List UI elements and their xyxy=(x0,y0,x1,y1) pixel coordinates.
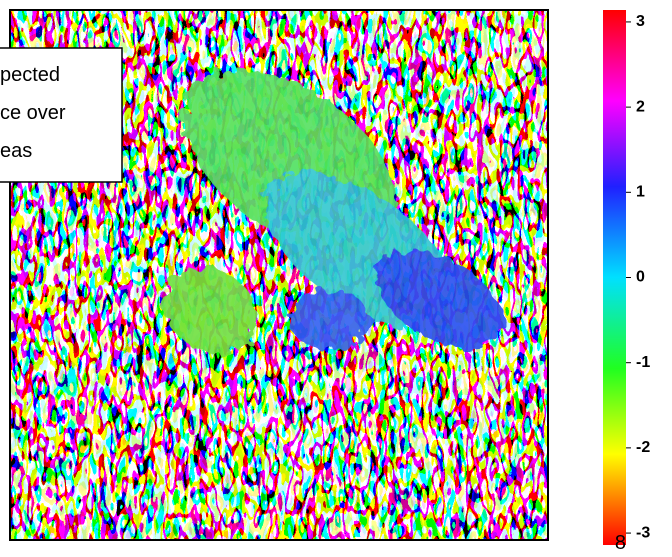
colorbar-tick-label: 0 xyxy=(636,269,645,286)
annotation-line: eas xyxy=(0,140,32,162)
page: pected ce over eas 8 3 2 1 0 -1 -2 -3 xyxy=(0,0,672,557)
annotation-line: pected xyxy=(0,64,60,86)
colorbar-tick-label: -2 xyxy=(636,439,650,456)
colorbar-tick-label: 3 xyxy=(636,13,645,30)
colorbar xyxy=(603,10,626,545)
colorbar-tick-label: 1 xyxy=(636,184,645,201)
colorbar-tick-label: 2 xyxy=(636,98,645,115)
annotation-line: ce over xyxy=(0,102,66,124)
annotation-box: pected ce over eas xyxy=(0,48,122,182)
colorbar-tick-label: -1 xyxy=(636,354,650,371)
colorbar-tick-label: -3 xyxy=(636,524,650,541)
page-number: 8 xyxy=(615,532,626,554)
